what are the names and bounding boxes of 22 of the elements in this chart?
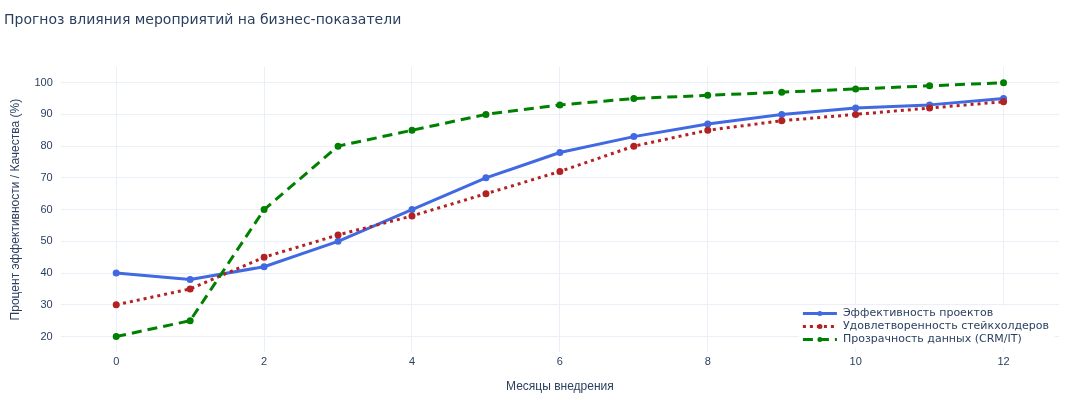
x-tick-label: 10: [849, 355, 862, 368]
x-tick-label: 12: [997, 355, 1010, 368]
y-axis-title: Процент эффективности / Качества (%): [7, 98, 22, 321]
y-tick-label: 50: [40, 234, 53, 247]
y-tick-label: 90: [40, 107, 53, 120]
y-tick-label: 100: [34, 75, 53, 88]
legend-label: Удовлетворенность стейкхолдеров: [842, 319, 1050, 333]
y-tick-label: 60: [40, 202, 53, 215]
legend-label: Прозрачность данных (CRM/IT): [842, 332, 1022, 346]
chart-title: Прогноз влияния мероприятий на бизнес-показатели: [4, 11, 402, 28]
x-tick-label: 4: [408, 355, 416, 368]
y-tick-label: 20: [40, 329, 53, 342]
y-tick-label: 40: [40, 266, 53, 279]
x-axis-title: Месяцы внедрения: [506, 379, 614, 394]
legend-label: Эффективность проектов: [842, 306, 994, 320]
y-tick-label: 80: [40, 139, 53, 152]
y-tick-label: 30: [40, 297, 53, 310]
x-tick-label: 8: [704, 355, 711, 368]
y-tick-label: 70: [40, 170, 53, 183]
x-tick-label: 0: [113, 355, 120, 368]
x-tick-label: 2: [261, 355, 268, 368]
x-tick-label: 6: [556, 355, 563, 368]
